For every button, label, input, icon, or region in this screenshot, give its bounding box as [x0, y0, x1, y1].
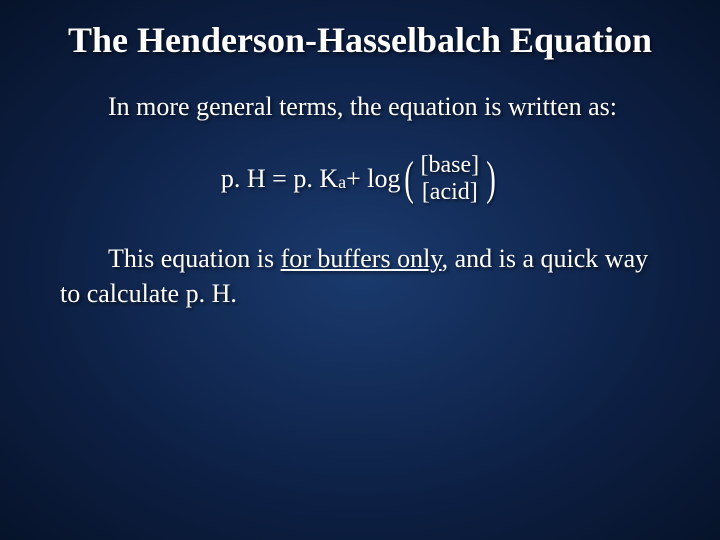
paren-left: ( — [404, 155, 414, 203]
intro-text: In more general terms, the equation is w… — [108, 92, 617, 121]
equation-fraction: [base] [acid] — [420, 152, 479, 205]
slide-title: The Henderson-Hasselbalch Equation — [60, 20, 660, 61]
equation: p. H = p. Ka + log ( [base] [acid] ) — [60, 152, 660, 205]
eq-lhs-part1: p. H = p. K — [221, 164, 338, 194]
conclusion-underlined: for buffers only — [281, 244, 442, 273]
paren-right: ) — [486, 155, 496, 203]
eq-lhs-part2: + log — [346, 164, 400, 194]
conclusion-paragraph: This equation is for buffers only, and i… — [60, 241, 660, 311]
fraction-denominator: [acid] — [422, 179, 478, 205]
conclusion-prefix: This equation is — [108, 244, 281, 273]
equation-fraction-group: ( [base] [acid] ) — [401, 152, 500, 205]
intro-paragraph: In more general terms, the equation is w… — [60, 89, 660, 124]
eq-subscript: a — [338, 172, 346, 193]
equation-lhs: p. H = p. Ka + log — [221, 164, 401, 194]
fraction-numerator: [base] — [420, 152, 479, 178]
